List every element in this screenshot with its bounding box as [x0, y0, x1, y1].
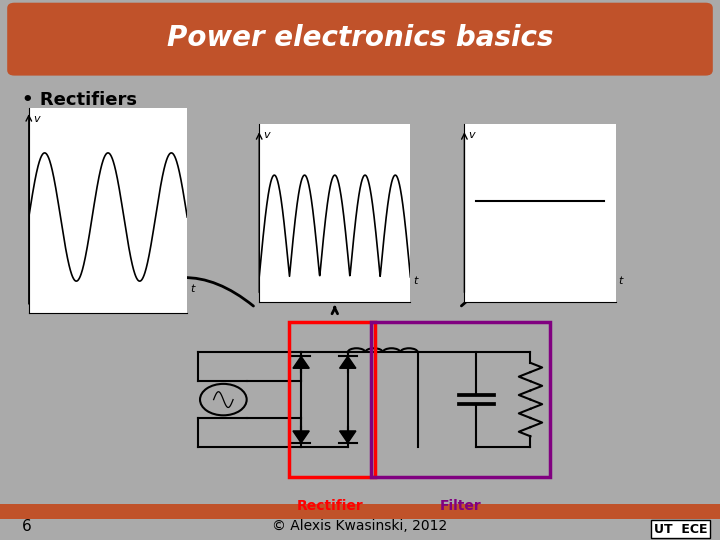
Text: t: t [413, 276, 418, 286]
Text: Power electronics basics: Power electronics basics [167, 24, 553, 52]
Polygon shape [340, 356, 356, 368]
Bar [371, 322, 550, 477]
Bar [289, 322, 375, 477]
Text: v: v [33, 114, 40, 124]
Text: UT  ECE: UT ECE [654, 523, 707, 536]
Text: Rectifier: Rectifier [297, 499, 364, 513]
Text: v: v [469, 130, 475, 139]
FancyBboxPatch shape [7, 3, 713, 76]
Polygon shape [293, 356, 310, 368]
Polygon shape [340, 431, 356, 443]
Text: Filter: Filter [440, 499, 482, 513]
Text: 6: 6 [22, 519, 32, 534]
Text: • Rectifiers: • Rectifiers [22, 91, 137, 109]
Text: © Alexis Kwasinski, 2012: © Alexis Kwasinski, 2012 [272, 519, 448, 534]
Text: t: t [190, 284, 194, 294]
Text: v: v [264, 130, 270, 139]
Text: t: t [618, 276, 623, 286]
Bar [0, 504, 720, 519]
Polygon shape [293, 431, 310, 443]
